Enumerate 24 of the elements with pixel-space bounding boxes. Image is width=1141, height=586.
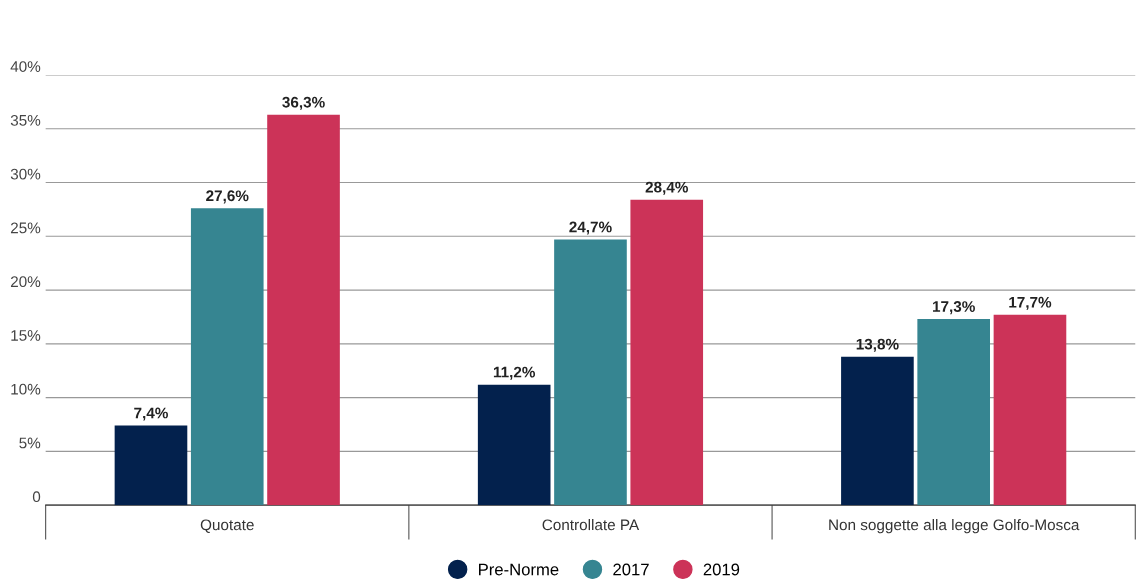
data-label: 24,7% — [569, 221, 612, 235]
x-tick-label: Controllate PA — [542, 519, 640, 531]
y-tick-label: 0 — [32, 491, 41, 503]
legend-label: Pre-Norme — [479, 563, 559, 576]
y-tick-label: 30% — [10, 168, 41, 180]
data-label: 17,3% — [932, 301, 975, 315]
data-label: 28,4% — [645, 181, 688, 195]
data-label: 11,2% — [493, 366, 536, 380]
y-tick-label: 40% — [10, 61, 41, 72]
data-label: 17,7% — [1009, 296, 1052, 310]
x-tick-label: Quotate — [200, 519, 254, 533]
data-label: 36,3% — [282, 96, 325, 110]
legend-label: 2019 — [703, 563, 740, 576]
x-tick-label: Non soggette alla legge Golfo-Mosca — [829, 519, 1080, 534]
y-tick-label: 5% — [19, 437, 41, 449]
data-label: 13,8% — [856, 338, 899, 352]
y-tick-label: 10% — [11, 383, 41, 395]
legend-label: 2017 — [613, 563, 649, 576]
y-tick-label: 25% — [10, 222, 41, 234]
y-tick-label: 35% — [10, 114, 41, 126]
data-label: 27,6% — [206, 190, 249, 204]
y-tick-label: 20% — [10, 276, 41, 288]
y-tick-label: 15% — [11, 330, 41, 341]
data-label: 7,4% — [134, 407, 168, 421]
